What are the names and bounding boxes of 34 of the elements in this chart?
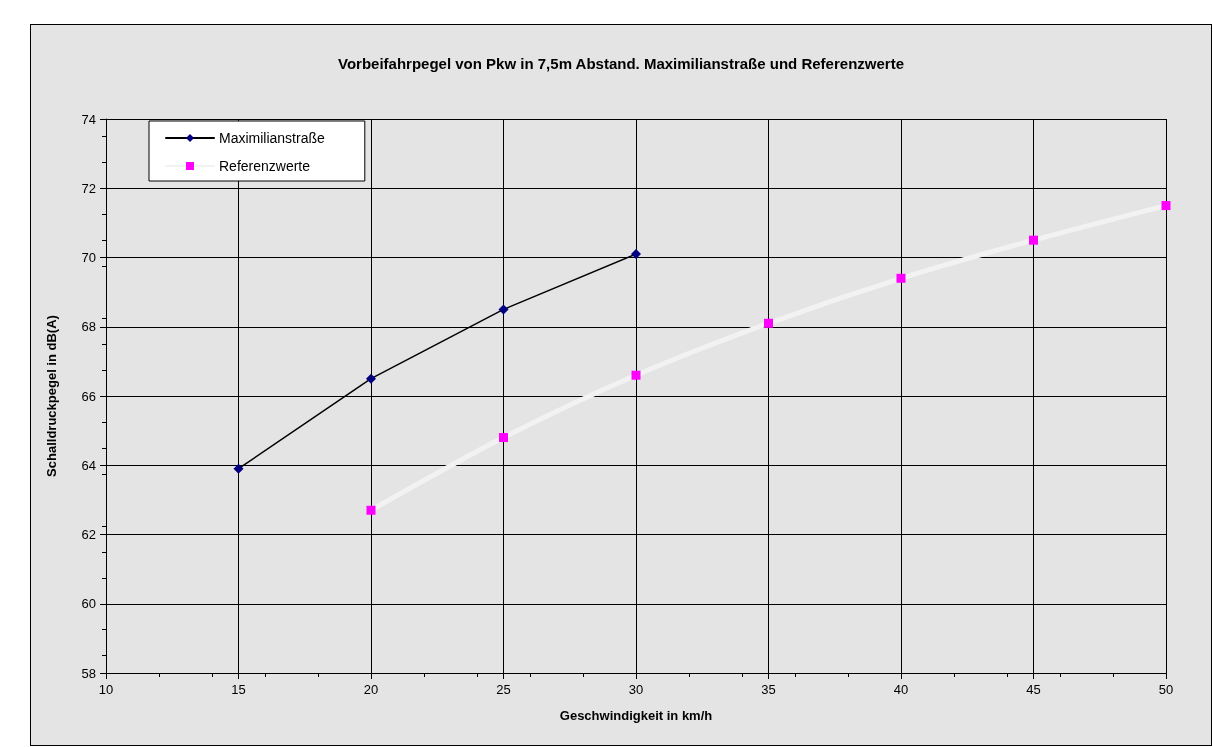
x-tick-label: 15 bbox=[231, 682, 246, 697]
y-tick-label: 74 bbox=[81, 111, 96, 127]
point bbox=[896, 273, 906, 283]
y-tick-label: 68 bbox=[81, 319, 96, 335]
point bbox=[233, 463, 244, 474]
legend-label: Referenzwerte bbox=[219, 158, 311, 174]
y-tick-label: 70 bbox=[81, 250, 96, 265]
y-tick-label: 58 bbox=[81, 665, 96, 681]
y-tick-label: 60 bbox=[81, 596, 96, 612]
point bbox=[498, 304, 509, 315]
point bbox=[631, 370, 641, 380]
x-tick-label: 50 bbox=[1158, 682, 1174, 697]
x-tick-label: 45 bbox=[1026, 682, 1041, 697]
legend-label: Maximilianstraße bbox=[219, 130, 326, 146]
x-tick-label: 10 bbox=[98, 682, 114, 697]
x-tick-label: 40 bbox=[893, 682, 909, 697]
point bbox=[1029, 235, 1038, 245]
point bbox=[1161, 201, 1171, 211]
point bbox=[764, 318, 773, 328]
chart-title: Vorbeifahrpegel von Pkw in 7,5m Abstand. Maximilianstraße und Referenzwerte bbox=[338, 55, 904, 72]
x-axis-title: Geschwindigkeit in km/h bbox=[559, 708, 713, 723]
x-tick-label: 20 bbox=[363, 682, 379, 697]
y-tick-label: 66 bbox=[81, 388, 96, 404]
point bbox=[366, 373, 376, 384]
point bbox=[499, 433, 508, 443]
y-tick-label: 64 bbox=[81, 457, 96, 473]
x-tick-label: 25 bbox=[496, 682, 511, 697]
y-tick-label: 72 bbox=[81, 180, 96, 196]
x-tick-label: 30 bbox=[628, 682, 644, 697]
point bbox=[631, 249, 641, 260]
point bbox=[366, 505, 376, 515]
x-tick-label: 35 bbox=[761, 682, 776, 697]
y-tick-label: 62 bbox=[81, 527, 96, 542]
y-axis-title: Schalldruckpegel in dB(A) bbox=[44, 315, 59, 477]
